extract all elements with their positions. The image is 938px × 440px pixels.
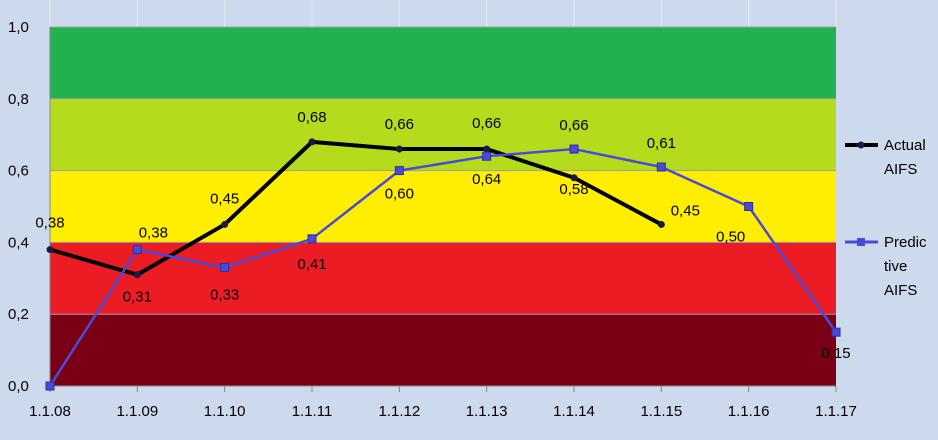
point-predictive [45, 381, 55, 391]
point-actual [483, 145, 491, 153]
point-actual [308, 138, 316, 146]
data-label: 0,15 [821, 345, 850, 362]
x-tick-label: 1.1.10 [204, 403, 246, 420]
band-0 [50, 314, 836, 386]
data-label: 0,45 [671, 202, 700, 219]
data-label: 0,66 [385, 116, 414, 133]
point-actual [395, 145, 403, 153]
data-label: 0,66 [472, 115, 501, 132]
y-tick-label: 0,6 [8, 163, 29, 180]
band-3 [50, 98, 836, 171]
data-label: 0,41 [297, 256, 326, 273]
data-label: 0,60 [385, 186, 414, 203]
data-label: 0,64 [472, 171, 501, 188]
y-tick-label: 0,8 [8, 91, 29, 108]
point-predictive [569, 144, 579, 154]
x-tick-label: 1.1.15 [640, 403, 682, 420]
x-tick-label: 1.1.13 [466, 403, 508, 420]
legend-label: tive [884, 258, 907, 275]
point-predictive [220, 263, 230, 273]
legend-marker-1 [857, 238, 865, 246]
x-tick-label: 1.1.14 [553, 403, 595, 420]
point-predictive [482, 151, 492, 161]
series-line-1 [48, 147, 838, 387]
point-actual [570, 174, 578, 182]
data-label: 0,45 [210, 190, 239, 207]
data-label: 0,31 [123, 289, 152, 306]
point-actual [657, 220, 665, 228]
x-tick-label: 1.1.17 [815, 403, 857, 420]
data-label: 0,66 [559, 117, 588, 134]
data-label: 0,50 [716, 229, 745, 246]
y-tick-label: 0,0 [8, 378, 29, 395]
point-actual [46, 246, 54, 254]
point-predictive [744, 202, 754, 211]
point-predictive [656, 162, 666, 172]
legend-label: AIFS [884, 282, 917, 299]
x-tick-label: 1.1.12 [378, 403, 420, 420]
band-2 [50, 170, 836, 243]
series-line-0 [49, 139, 663, 277]
point-actual [221, 220, 229, 228]
x-tick-label: 1.1.09 [116, 403, 158, 420]
data-label: 0,61 [647, 135, 676, 152]
band-1 [50, 242, 836, 315]
data-label: 0,38 [139, 225, 168, 242]
x-tick-label: 1.1.08 [29, 403, 71, 420]
legend-label: Actual [884, 137, 926, 154]
x-tick-label: 1.1.11 [292, 403, 333, 420]
point-predictive [132, 245, 142, 255]
data-label: 0,68 [297, 109, 326, 126]
data-label: 0,58 [559, 181, 588, 198]
y-tick-label: 0,4 [8, 234, 29, 251]
legend-label: AIFS [884, 161, 917, 178]
x-tick-label: 1.1.16 [728, 403, 770, 420]
point-predictive [394, 166, 404, 176]
legend-label: Predic [884, 234, 927, 251]
point-predictive [307, 234, 317, 244]
y-tick-label: 1,0 [8, 19, 29, 36]
point-actual [133, 271, 141, 279]
point-predictive [831, 327, 841, 337]
band-4 [50, 27, 836, 99]
data-label: 0,38 [35, 215, 64, 232]
data-label: 0,33 [210, 287, 239, 304]
y-tick-label: 0,2 [8, 306, 29, 323]
legend-marker-0 [857, 141, 865, 149]
